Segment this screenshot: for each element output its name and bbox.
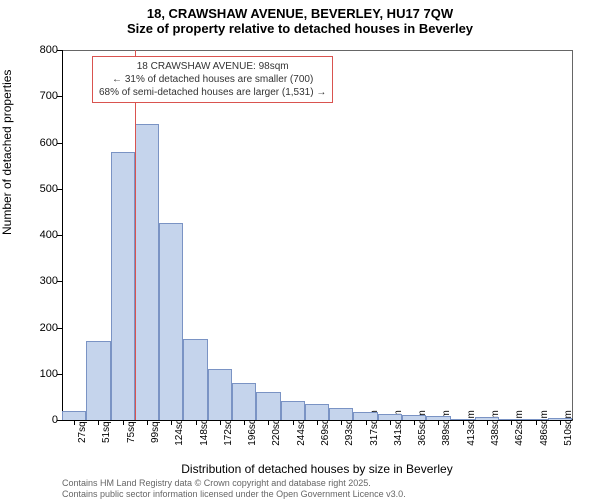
annotation-box: 18 CRAWSHAW AVENUE: 98sqm ← 31% of detac… bbox=[92, 56, 333, 103]
histogram-bar bbox=[305, 404, 329, 420]
y-tick-label: 500 bbox=[40, 183, 58, 195]
x-axis-label: Distribution of detached houses by size … bbox=[62, 462, 572, 476]
y-tick-label: 700 bbox=[40, 90, 58, 102]
x-tick bbox=[196, 420, 197, 425]
x-tick bbox=[268, 420, 269, 425]
chart-title-line1: 18, CRAWSHAW AVENUE, BEVERLEY, HU17 7QW bbox=[0, 0, 600, 21]
x-tick bbox=[74, 420, 75, 425]
y-tick bbox=[57, 235, 62, 236]
x-tick bbox=[341, 420, 342, 425]
x-tick bbox=[244, 420, 245, 425]
histogram-bar bbox=[159, 223, 183, 420]
histogram-bar bbox=[111, 152, 135, 420]
y-tick-label: 200 bbox=[40, 322, 58, 334]
y-tick bbox=[57, 328, 62, 329]
y-tick-label: 100 bbox=[40, 368, 58, 380]
footer-line1: Contains HM Land Registry data © Crown c… bbox=[62, 478, 406, 489]
y-tick bbox=[57, 189, 62, 190]
histogram-bar bbox=[329, 408, 353, 420]
x-tick-label: 438sqm bbox=[490, 410, 501, 446]
x-tick bbox=[123, 420, 124, 425]
y-tick-label: 300 bbox=[40, 275, 58, 287]
y-axis-line bbox=[62, 50, 63, 420]
annotation-line2: ← 31% of detached houses are smaller (70… bbox=[99, 73, 326, 86]
histogram-bar bbox=[281, 401, 305, 420]
footer-attribution: Contains HM Land Registry data © Crown c… bbox=[62, 478, 406, 500]
histogram-bar bbox=[353, 412, 377, 420]
y-tick bbox=[57, 50, 62, 51]
x-tick-label: 413sqm bbox=[466, 410, 477, 446]
x-tick-label: 510sqm bbox=[563, 410, 574, 446]
x-tick bbox=[293, 420, 294, 425]
histogram-bar bbox=[62, 411, 86, 420]
x-tick bbox=[487, 420, 488, 425]
histogram-bar bbox=[378, 414, 402, 420]
annotation-line3: 68% of semi-detached houses are larger (… bbox=[99, 86, 326, 99]
histogram-bar bbox=[548, 418, 572, 420]
histogram-bar bbox=[426, 416, 450, 420]
y-tick-label: 600 bbox=[40, 137, 58, 149]
histogram-bar bbox=[256, 392, 280, 420]
x-tick bbox=[536, 420, 537, 425]
y-tick bbox=[57, 420, 62, 421]
histogram-bar bbox=[475, 417, 499, 420]
histogram-bar bbox=[499, 419, 523, 420]
y-tick bbox=[57, 374, 62, 375]
x-tick bbox=[511, 420, 512, 425]
x-tick bbox=[414, 420, 415, 425]
x-tick bbox=[147, 420, 148, 425]
y-tick bbox=[57, 96, 62, 97]
histogram-bar bbox=[86, 341, 110, 420]
x-tick-label: 486sqm bbox=[539, 410, 550, 446]
histogram-bar bbox=[183, 339, 207, 420]
x-tick bbox=[171, 420, 172, 425]
histogram-bar bbox=[135, 124, 159, 420]
y-tick-label: 800 bbox=[40, 44, 58, 56]
x-tick bbox=[366, 420, 367, 425]
chart-title-line2: Size of property relative to detached ho… bbox=[0, 21, 600, 36]
annotation-line1: 18 CRAWSHAW AVENUE: 98sqm bbox=[99, 60, 326, 73]
histogram-bar bbox=[523, 419, 547, 420]
y-axis-label: Number of detached properties bbox=[0, 70, 14, 235]
histogram-bar bbox=[402, 415, 426, 420]
x-tick bbox=[98, 420, 99, 425]
x-tick bbox=[463, 420, 464, 425]
y-tick-label: 400 bbox=[40, 229, 58, 241]
footer-line2: Contains public sector information licen… bbox=[62, 489, 406, 500]
histogram-bar bbox=[208, 369, 232, 420]
histogram-bar bbox=[451, 419, 475, 420]
x-tick bbox=[220, 420, 221, 425]
x-tick-label: 462sqm bbox=[514, 410, 525, 446]
histogram-bar bbox=[232, 383, 256, 420]
y-tick bbox=[57, 281, 62, 282]
highlight-marker-line bbox=[135, 50, 136, 420]
x-tick bbox=[560, 420, 561, 425]
x-tick bbox=[438, 420, 439, 425]
chart-container: 18, CRAWSHAW AVENUE, BEVERLEY, HU17 7QW … bbox=[0, 0, 600, 500]
x-tick bbox=[390, 420, 391, 425]
y-tick bbox=[57, 143, 62, 144]
x-tick bbox=[317, 420, 318, 425]
